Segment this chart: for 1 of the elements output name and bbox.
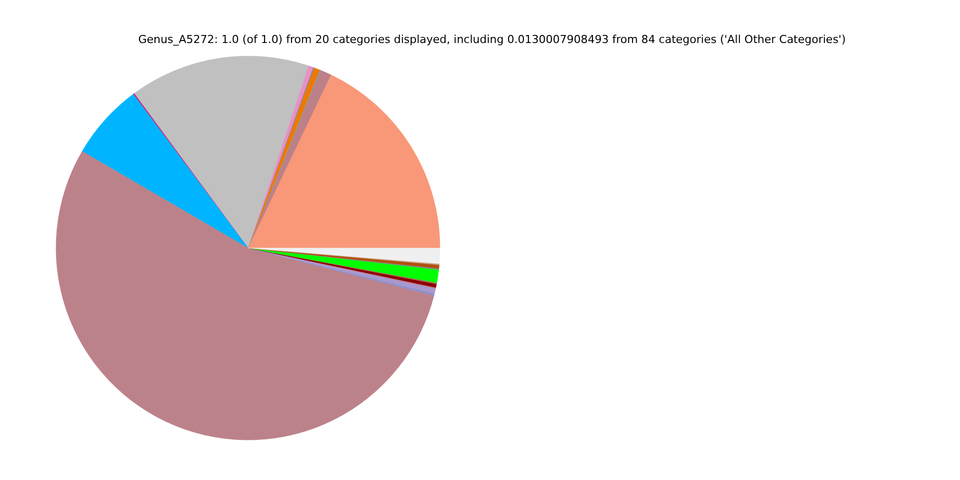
text: Genus_A5272: 1.0 (of 1.0) from 20 categories displayed, including 0.0130007908493 from 84 categories ('All Other Categories')	[138, 33, 846, 46]
